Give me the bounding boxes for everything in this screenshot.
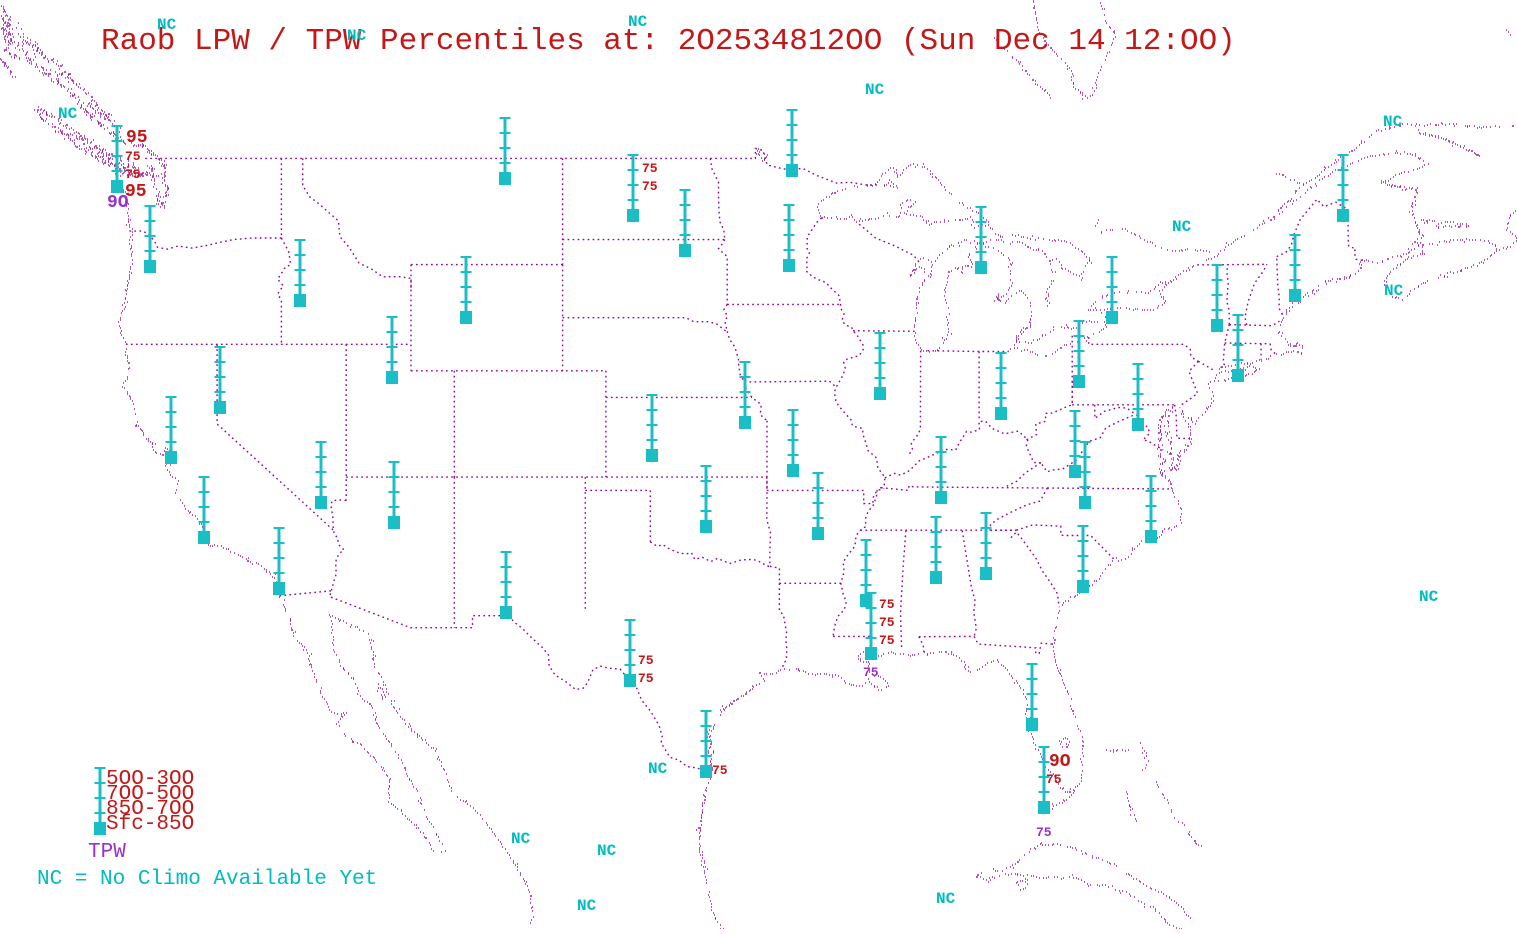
svg-text:75: 75: [863, 665, 879, 680]
svg-text:NC: NC: [157, 16, 177, 34]
svg-text:NC: NC: [1383, 113, 1403, 131]
svg-text:75: 75: [125, 167, 141, 182]
svg-text:7OO-5OO: 7OO-5OO: [106, 783, 194, 806]
svg-text:75: 75: [642, 179, 658, 194]
svg-text:85O-7OO: 85O-7OO: [106, 798, 194, 821]
svg-text:75: 75: [1036, 825, 1052, 840]
svg-text:NC = No Climo Available Yet: NC = No Climo Available Yet: [37, 868, 377, 891]
svg-text:TPW: TPW: [88, 841, 126, 864]
svg-text:75: 75: [638, 653, 654, 668]
svg-text:95: 95: [126, 128, 148, 148]
svg-text:NC: NC: [628, 13, 648, 31]
svg-text:75: 75: [879, 597, 895, 612]
svg-text:75: 75: [712, 763, 728, 778]
svg-text:NC: NC: [1419, 588, 1439, 606]
svg-text:NC: NC: [648, 760, 668, 778]
svg-text:NC: NC: [511, 830, 531, 848]
svg-text:Sfc-85O: Sfc-85O: [106, 813, 194, 836]
svg-text:75: 75: [642, 161, 658, 176]
svg-text:NC: NC: [58, 105, 78, 123]
svg-text:75: 75: [879, 615, 895, 630]
svg-text:9O: 9O: [107, 193, 129, 213]
svg-text:NC: NC: [1384, 282, 1404, 300]
svg-text:NC: NC: [865, 81, 885, 99]
svg-text:NC: NC: [577, 897, 597, 915]
svg-text:5OO-3OO: 5OO-3OO: [106, 768, 194, 791]
svg-text:9O: 9O: [1049, 752, 1071, 772]
svg-text:NC: NC: [936, 890, 956, 908]
svg-text:NC: NC: [347, 27, 367, 45]
svg-text:75: 75: [125, 149, 141, 164]
svg-text:75: 75: [879, 633, 895, 648]
svg-text:75: 75: [1046, 772, 1062, 787]
svg-text:NC: NC: [1172, 218, 1192, 236]
svg-text:95: 95: [125, 182, 147, 202]
svg-text:Raob LPW / TPW Percentiles at:: Raob LPW / TPW Percentiles at: 2O2534812…: [101, 24, 1236, 59]
svg-text:75: 75: [638, 671, 654, 686]
svg-text:NC: NC: [597, 842, 617, 860]
